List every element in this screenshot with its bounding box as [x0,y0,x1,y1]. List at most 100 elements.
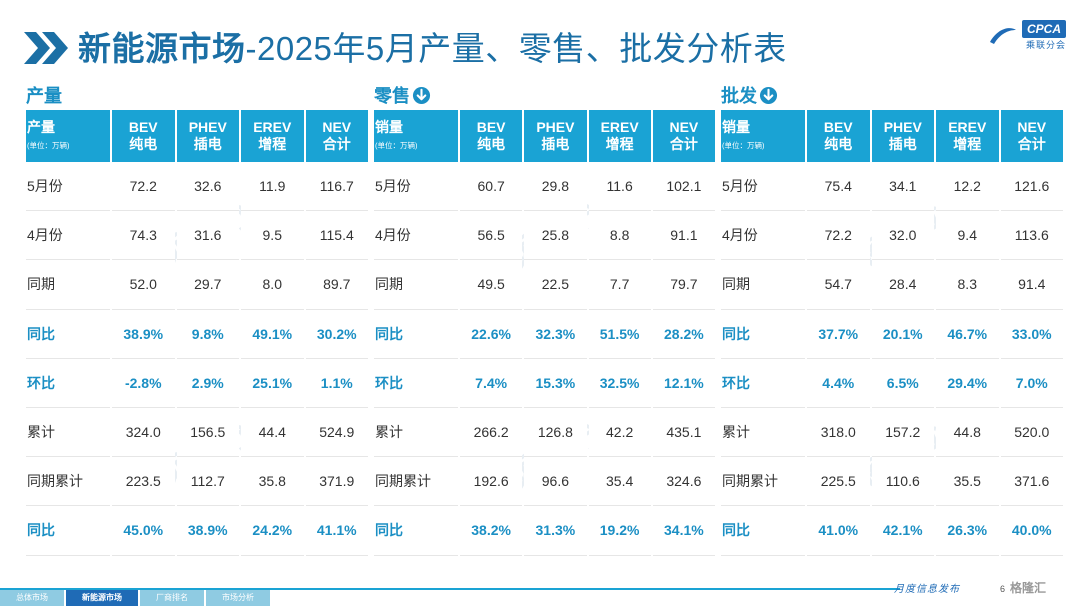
table-cell: 113.6 [1000,211,1063,261]
table-cell: 8.3 [936,260,999,310]
footer-tab[interactable]: 厂商排名 [140,590,204,606]
down-arrow-circle-icon[interactable] [412,86,431,105]
table-cell: 25.8 [524,211,587,261]
table-row: 累计 266.2 126.8 42.2 435.1 [374,407,715,458]
table-cell: 11.6 [588,162,651,212]
column-code: NEV [1017,119,1047,135]
row-label: 同比 [374,506,458,556]
table-cell: 25.1% [241,358,304,408]
table-cell: 33.0% [1000,309,1063,359]
table-cell: 38.9% [112,309,175,359]
table-cell: 79.7 [652,260,715,310]
table-cell: 72.2 [112,162,175,212]
table-cell: 371.9 [305,457,368,507]
row-label: 同比 [26,309,110,359]
column-header: BEV 纯电 [807,108,870,162]
table-header-row: 产量 (单位：万辆) BEV 纯电 PHEV 插电 EREV 增程 NEV 合计 [26,108,368,162]
table-cell: 74.3 [112,211,175,261]
table-row: 4月份 72.2 32.0 9.4 113.6 [721,211,1063,261]
table-row: 同期 52.0 29.7 8.0 89.7 [26,260,368,310]
table-cell: 7.7 [588,260,651,310]
row-label: 4月份 [721,211,805,261]
section-label: 产量 [24,82,370,108]
table-cell: 1.1% [305,358,368,408]
table-cell: 22.5 [524,260,587,310]
swoosh-icon [990,28,1016,44]
table-row: 同比 45.0% 38.9% 24.2% 41.1% [26,506,368,556]
row-label: 环比 [26,358,110,408]
row-label: 同期累计 [374,457,458,507]
footer-tab[interactable]: 市场分析 [206,590,270,606]
title-bold: 新能源市场 [78,30,246,67]
table-cell: 324.6 [652,457,715,507]
section-title: 批发 [721,86,757,106]
table-cell: 31.3% [524,506,587,556]
column-name: 插电 [193,136,222,152]
table-cell: 52.0 [112,260,175,310]
page-number: 6 [1000,584,1006,594]
footer-tab-active[interactable]: 新能源市场 [66,590,138,606]
table-row: 环比 4.4% 6.5% 29.4% 7.0% [721,358,1063,408]
table-cell: 192.6 [460,457,523,507]
table-cell: 28.4 [871,260,934,310]
page-title: 新能源市场-2025年5月产量、零售、批发分析表 [78,22,787,70]
row-label: 同比 [26,506,110,556]
table-row: 同比 22.6% 32.3% 51.5% 28.2% [374,309,715,359]
header-first-cell: 销量 (单位：万辆) [721,108,805,162]
table-cell: 9.8% [176,309,239,359]
column-header: BEV 纯电 [112,108,175,162]
row-label: 同期累计 [26,457,110,507]
column-code: PHEV [536,119,575,135]
table-cell: 28.2% [652,309,715,359]
table-row: 同期累计 225.5 110.6 35.5 371.6 [721,457,1063,507]
table-cell: 91.1 [652,211,715,261]
table-cell: 29.7 [176,260,239,310]
row-label: 环比 [374,358,458,408]
header-unit: (单位：万辆) [375,140,418,150]
table-cell: 524.9 [305,407,368,458]
brand-watermark: 格隆汇 [1010,581,1047,595]
table-cell: 371.6 [1000,457,1063,507]
data-table: 销量 (单位：万辆) BEV 纯电 PHEV 插电 EREV 增程 NEV 合计 5月份 75.4 34… [719,108,1065,556]
table-cell: 2.9% [176,358,239,408]
footer-tab[interactable]: 总体市场 [0,590,64,606]
column-header: PHEV 插电 [871,108,934,162]
table-cell: 49.5 [460,260,523,310]
row-label: 同期 [26,260,110,310]
table-cell: 12.2 [936,162,999,212]
table-row: 同比 38.9% 9.8% 49.1% 30.2% [26,309,368,359]
column-header: NEV 合计 [305,108,368,162]
table-cell: 126.8 [524,407,587,458]
table-cell: 44.8 [936,407,999,458]
table-row: 同期累计 223.5 112.7 35.8 371.9 [26,457,368,507]
table-cell: 435.1 [652,407,715,458]
table-cell: 4.4% [807,358,870,408]
table-cell: 9.5 [241,211,304,261]
row-label: 4月份 [26,211,110,261]
table-cell: 46.7% [936,309,999,359]
table-cell: 56.5 [460,211,523,261]
row-label: 同比 [374,309,458,359]
down-arrow-circle-icon[interactable] [759,86,778,105]
table-row: 累计 318.0 157.2 44.8 520.0 [721,407,1063,458]
table-cell: 110.6 [871,457,934,507]
table-cell: 156.5 [176,407,239,458]
logo-badge: CPCA [1021,20,1066,38]
column-name: 增程 [605,136,634,152]
table-cell: 225.5 [807,457,870,507]
row-label: 累计 [374,407,458,458]
header-first-cell: 销量 (单位：万辆) [374,108,458,162]
section-title: 零售 [374,86,410,106]
table-cell: 45.0% [112,506,175,556]
table-cell: 115.4 [305,211,368,261]
retail-section: 零售 销量 (单位：万辆) BEV 纯电 PHEV 插电 EREV 增程 NEV 合计 5月份 60.7… [372,82,717,556]
table-cell: 22.6% [460,309,523,359]
slide-header: 新能源市场-2025年5月产量、零售、批发分析表 CPCA 乘联分会 [0,0,1080,80]
table-cell: 32.6 [176,162,239,212]
row-label: 环比 [721,358,805,408]
table-cell: 40.0% [1000,506,1063,556]
table-cell: 520.0 [1000,407,1063,458]
table-cell: 318.0 [807,407,870,458]
column-header: PHEV 插电 [524,108,587,162]
column-name: 插电 [888,136,917,152]
